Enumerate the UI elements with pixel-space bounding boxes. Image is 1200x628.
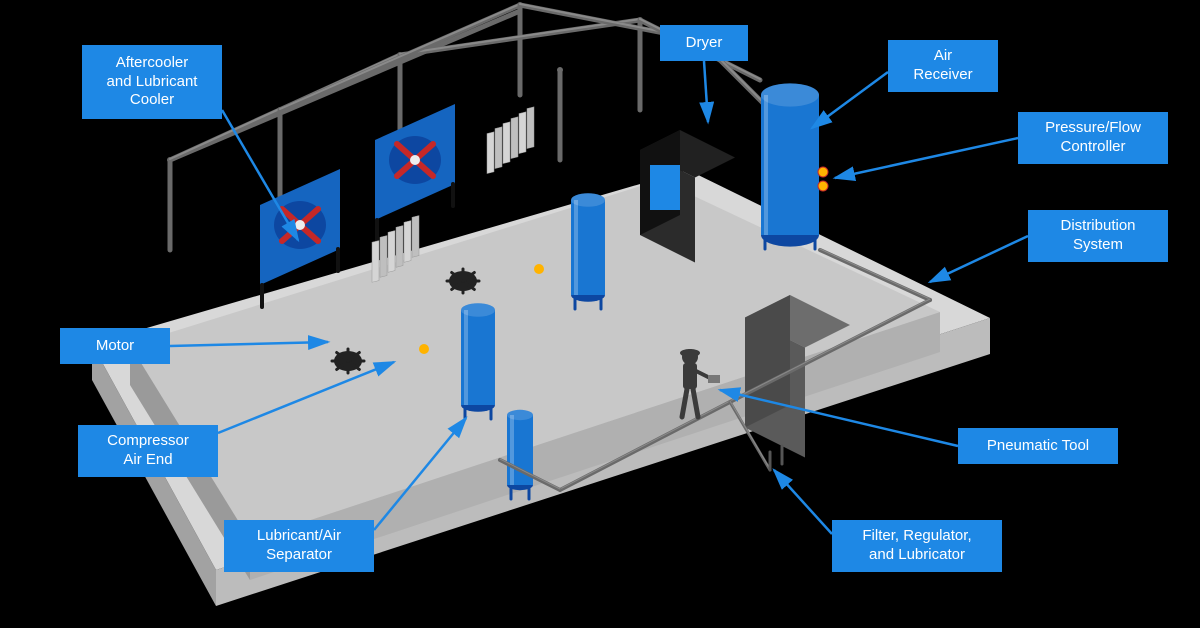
arrow-compressor	[218, 362, 394, 433]
label-separator: Lubricant/AirSeparator	[224, 520, 374, 572]
arrow-pressure	[835, 138, 1018, 178]
arrow-dryer	[704, 61, 708, 122]
label-pneumatic: Pneumatic Tool	[958, 428, 1118, 464]
label-air-receiver: AirReceiver	[888, 40, 998, 92]
label-aftercooler: Aftercoolerand LubricantCooler	[82, 45, 222, 119]
arrow-aftercooler	[222, 110, 298, 240]
arrow-frl	[774, 470, 832, 534]
arrow-air-receiver	[812, 72, 888, 128]
arrow-distribution	[930, 236, 1028, 282]
diagram-stage: TELEDYNE FLIR Aftercoolerand LubricantCo…	[0, 0, 1200, 628]
label-compressor: CompressorAir End	[78, 425, 218, 477]
label-pressure: Pressure/FlowController	[1018, 112, 1168, 164]
arrow-separator	[374, 418, 466, 530]
label-dryer: Dryer	[660, 25, 748, 61]
label-frl: Filter, Regulator,and Lubricator	[832, 520, 1002, 572]
label-distribution: DistributionSystem	[1028, 210, 1168, 262]
label-motor: Motor	[60, 328, 170, 364]
arrow-motor	[170, 342, 328, 346]
arrow-pneumatic	[720, 390, 958, 446]
